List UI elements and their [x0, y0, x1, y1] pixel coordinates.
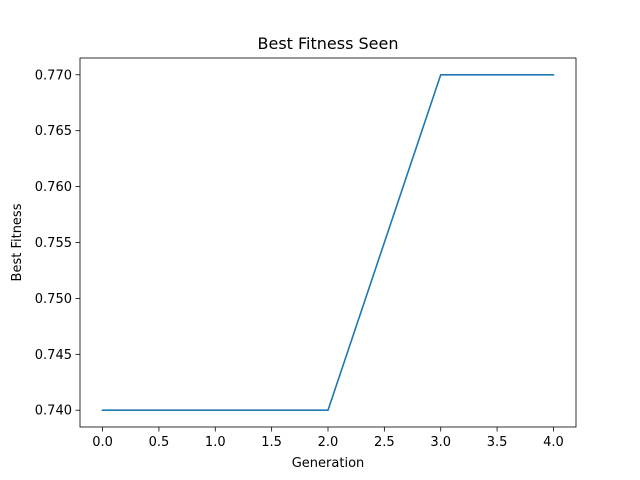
x-axis-ticks: 0.0 0.5 1.0 1.5 2.0 2.5 3.0 3.5 4.0 [92, 427, 564, 450]
x-tick-label: 4.0 [543, 435, 564, 450]
x-tick-label: 0.0 [92, 435, 113, 450]
plot-area [80, 58, 576, 427]
series-line-best-fitness [101, 73, 555, 412]
x-tick-label: 0.5 [149, 435, 170, 450]
chart-title: Best Fitness Seen [258, 34, 399, 53]
y-tick-label: 0.755 [35, 236, 72, 251]
x-tick-label: 1.5 [261, 435, 282, 450]
x-axis-label: Generation [292, 456, 365, 471]
x-tick-label: 2.5 [374, 435, 395, 450]
y-tick-label: 0.760 [35, 180, 72, 195]
x-tick-label: 3.5 [487, 435, 508, 450]
y-tick-label: 0.740 [35, 404, 72, 419]
x-tick-label: 1.0 [205, 435, 226, 450]
y-axis-label: Best Fitness [10, 203, 25, 281]
y-tick-label: 0.750 [35, 292, 72, 307]
y-tick-label: 0.765 [35, 124, 72, 139]
x-tick-label: 3.0 [430, 435, 451, 450]
x-tick-label: 2.0 [318, 435, 339, 450]
y-tick-label: 0.770 [35, 68, 72, 83]
y-tick-label: 0.745 [35, 348, 72, 363]
y-axis-ticks: 0.740 0.745 0.750 0.755 0.760 0.765 0.770 [35, 68, 80, 419]
plot-frame [79, 57, 577, 428]
